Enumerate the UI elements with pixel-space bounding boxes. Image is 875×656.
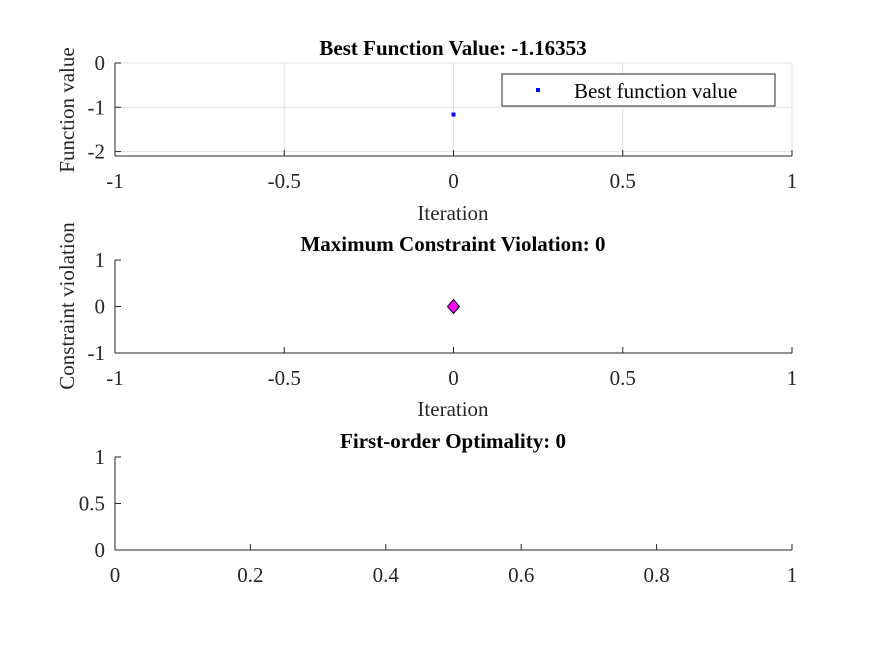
subplot-title: Maximum Constraint Violation: 0 xyxy=(300,232,605,256)
subplot-max-constraint-violation: Maximum Constraint Violation: 0 -1 -0.5 0 0… xyxy=(55,222,797,421)
x-tick-labels: -1 -0.5 0 0.5 1 xyxy=(106,366,797,390)
y-tick-labels: -1 0 1 xyxy=(88,248,106,365)
x-tick-label: 1 xyxy=(787,366,798,390)
x-tick-label: 0 xyxy=(448,366,459,390)
x-tick-label: -1 xyxy=(106,169,124,193)
axes xyxy=(114,456,793,551)
x-tick-labels: -1 -0.5 0 0.5 1 xyxy=(106,169,797,193)
x-tick-label: 0.2 xyxy=(237,563,263,587)
y-tick-label: -1 xyxy=(88,95,106,119)
x-tick-label: -0.5 xyxy=(268,366,301,390)
best-function-value-point xyxy=(451,112,456,117)
y-axis-label: Constraint violation xyxy=(55,222,79,390)
x-tick-label: -0.5 xyxy=(268,169,301,193)
subplot-best-function-value: Best Function Value: -1.16353 -1 -0.5 0 0.5… xyxy=(55,36,797,225)
x-axis-label: Iteration xyxy=(417,201,489,225)
x-tick-label: 1 xyxy=(787,169,798,193)
subplot-title: First-order Optimality: 0 xyxy=(340,429,566,453)
y-tick-labels: 00.51 xyxy=(79,445,105,562)
x-tick-label: 0.8 xyxy=(643,563,669,587)
x-tick-label: -1 xyxy=(106,366,124,390)
x-tick-label: 0.4 xyxy=(373,563,400,587)
x-tick-label: 0.5 xyxy=(610,366,636,390)
y-tick-label: 0 xyxy=(95,51,106,75)
x-tick-label: 0 xyxy=(110,563,121,587)
axes xyxy=(114,259,793,354)
legend-box xyxy=(501,73,776,107)
x-tick-label: 0 xyxy=(448,169,459,193)
constraint-violation-point xyxy=(446,298,461,315)
y-tick-label: 0 xyxy=(95,538,106,562)
subplot-first-order-optimality: First-order Optimality: 0 0 0.2 0.4 0.6 0.8 1… xyxy=(79,429,798,587)
data-marks xyxy=(451,112,456,117)
y-tick-label: -2 xyxy=(88,140,106,164)
y-tick-label: -1 xyxy=(88,341,106,365)
y-tick-labels: -2 -1 0 xyxy=(88,51,106,164)
data-marks xyxy=(446,298,461,315)
y-tick-label: 0 xyxy=(95,295,106,319)
y-axis-label: Function value xyxy=(55,47,79,172)
x-tick-label: 0.6 xyxy=(508,563,534,587)
subplot-title: Best Function Value: -1.16353 xyxy=(319,36,586,60)
y-tick-label: 1 xyxy=(95,445,106,469)
axes xyxy=(114,62,793,157)
y-tick-label: 1 xyxy=(95,248,106,272)
legend-marker-best-function-value xyxy=(536,88,540,92)
legend: Best function value xyxy=(501,73,776,107)
x-tick-labels: 0 0.2 0.4 0.6 0.8 1 xyxy=(110,563,798,587)
x-tick-label: 1 xyxy=(787,563,798,587)
legend-label-best-function-value: Best function value xyxy=(574,79,737,103)
y-tick-label: 0.5 xyxy=(79,492,105,516)
x-axis-label: Iteration xyxy=(417,397,489,421)
x-tick-label: 0.5 xyxy=(610,169,636,193)
